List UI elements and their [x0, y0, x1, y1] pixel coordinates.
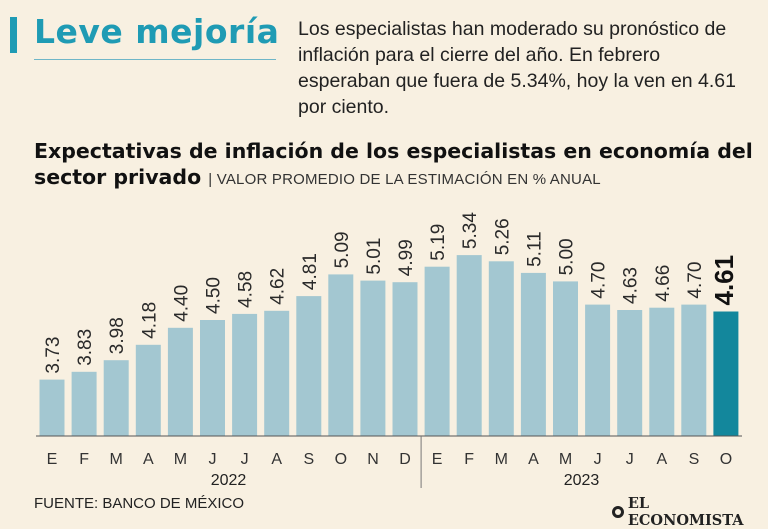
x-tick-label: M: [495, 451, 508, 468]
x-tick-label: S: [303, 451, 314, 468]
bar: [585, 304, 611, 436]
bar-value-label: 5.09: [332, 231, 353, 268]
bar-value-label: 4.18: [139, 302, 160, 339]
accent-bar: [10, 17, 17, 53]
chart-subtitle: VALOR PROMEDIO DE LA ESTIMACIÓN EN % ANU…: [216, 171, 601, 188]
bar-value-label: 5.11: [524, 231, 545, 267]
x-tick-label: E: [432, 451, 443, 468]
bar: [264, 310, 290, 436]
x-tick-label: J: [594, 451, 602, 468]
bar: [424, 266, 450, 436]
bar: [360, 280, 386, 436]
bar: [553, 281, 578, 436]
bar: [488, 261, 514, 436]
chart-title: Expectativas de inflación de los especia…: [34, 139, 753, 189]
headline-divider: [34, 59, 276, 60]
x-tick-label: E: [47, 451, 58, 468]
bar-value-label: 4.81: [300, 253, 321, 290]
bar-value-label: 4.50: [204, 277, 225, 314]
bar-value-label: 4.63: [621, 267, 642, 304]
el-economista-logo-icon: [612, 506, 624, 518]
x-tick-label: A: [656, 451, 667, 468]
x-tick-label: M: [559, 451, 572, 468]
x-tick-label: O: [720, 451, 732, 468]
x-tick-label: A: [143, 451, 154, 468]
x-tick-label: A: [528, 451, 539, 468]
bar: [713, 311, 739, 436]
x-tick-label: J: [209, 451, 217, 468]
x-tick-label: D: [399, 451, 411, 468]
bar-value-label: 5.34: [460, 212, 481, 249]
x-tick-label: S: [689, 451, 700, 468]
year-label: 2022: [211, 472, 247, 489]
bar: [520, 272, 546, 436]
x-tick-label: O: [335, 451, 347, 468]
bar-value-label: 4.40: [171, 285, 192, 322]
x-tick-label: M: [110, 451, 123, 468]
bar-value-label: 3.83: [75, 329, 96, 366]
bar-value-label: 4.62: [268, 268, 289, 305]
brand-name: EL ECONOMISTA: [627, 495, 744, 529]
brand: EL ECONOMISTA: [612, 495, 768, 529]
bar: [392, 282, 418, 436]
x-tick-label: M: [174, 451, 187, 468]
bar-value-label: 4.70: [685, 262, 706, 299]
bar-value-label: 4.70: [589, 262, 610, 299]
bar: [135, 344, 161, 436]
intro-text: Los especialistas han moderado su pronós…: [298, 18, 736, 118]
bar: [200, 320, 225, 436]
x-tick-label: F: [464, 451, 474, 468]
bar-value-label: 5.19: [428, 224, 449, 261]
bar-value-label: 5.01: [364, 238, 385, 275]
bar-value-label: 4.58: [236, 271, 257, 308]
bar-value-label: 4.99: [396, 239, 417, 276]
bar: [103, 360, 129, 436]
bar: [328, 274, 354, 436]
bar-value-label: 4.66: [653, 265, 674, 302]
x-tick-label: J: [626, 451, 634, 468]
bar-value-label: 5.00: [557, 238, 578, 275]
bar: [617, 310, 643, 436]
bar: [456, 255, 482, 436]
x-tick-label: N: [367, 451, 379, 468]
year-label: 2023: [564, 472, 600, 489]
x-tick-label: A: [271, 451, 282, 468]
headline: Leve mejoría: [34, 12, 280, 51]
bar-value-label: 5.26: [492, 218, 513, 255]
chart-title-block: Expectativas de inflación de los especia…: [34, 138, 754, 193]
bar: [39, 379, 65, 436]
bar: [649, 307, 675, 436]
bar: [167, 327, 193, 436]
bar: [71, 371, 97, 436]
bar: [681, 304, 707, 436]
bar-value-label: 3.98: [107, 317, 128, 354]
x-tick-label: F: [79, 451, 89, 468]
bar: [296, 296, 322, 436]
chart-subtitle-separator: |: [208, 171, 217, 188]
bar-value-label: 3.73: [43, 337, 64, 374]
bar-value-label: 4.61: [709, 255, 739, 306]
x-tick-label: J: [241, 451, 249, 468]
source-note: FUENTE: BANCO DE MÉXICO: [34, 495, 245, 512]
bar: [232, 313, 258, 436]
